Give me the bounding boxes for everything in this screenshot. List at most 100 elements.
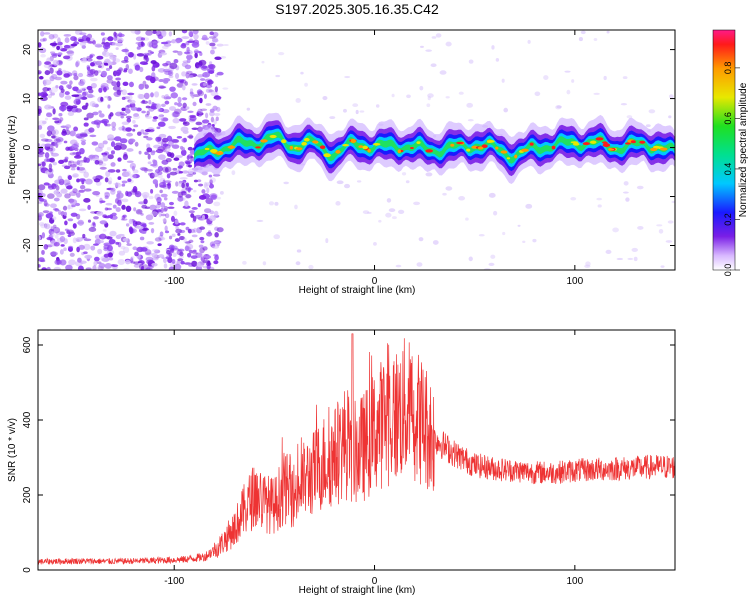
noise-speck [140, 129, 145, 134]
faint-speck [295, 261, 301, 266]
noise-speck [64, 158, 69, 163]
faint-speck [352, 103, 359, 108]
noise-speck [167, 183, 171, 186]
noise-speck [38, 154, 44, 158]
noise-speck [80, 139, 87, 142]
noise-speck [158, 85, 165, 89]
noise-speck [134, 30, 141, 35]
colorbar-frame [712, 29, 736, 271]
noise-speck [145, 57, 149, 62]
noise-speck [209, 210, 215, 215]
noise-speck [85, 37, 91, 42]
noise-speck [117, 199, 122, 207]
noise-speck [83, 198, 91, 203]
noise-speck [83, 117, 89, 121]
noise-speck [163, 80, 169, 84]
noise-speck [132, 119, 136, 124]
noise-speck [207, 80, 214, 85]
noise-speck [63, 34, 72, 37]
ridge-hotspot [260, 139, 268, 143]
noise-speck [202, 82, 208, 87]
faint-speck [391, 216, 397, 220]
noise-speck [85, 178, 93, 185]
noise-speck [58, 159, 65, 165]
noise-speck [179, 251, 184, 257]
noise-speck [93, 119, 102, 125]
noise-speck [182, 130, 189, 134]
faint-speck [445, 96, 450, 99]
noise-speck [112, 42, 117, 46]
snr-ytick-label: 600 [22, 336, 33, 353]
noise-speck [209, 215, 217, 222]
noise-speck [212, 38, 219, 43]
noise-speck [64, 95, 72, 100]
noise-speck [191, 127, 199, 130]
ridge-hotspot [521, 148, 529, 152]
snr-series-line [38, 333, 675, 566]
noise-speck [137, 93, 143, 99]
noise-speck [75, 237, 83, 242]
noise-speck [134, 251, 139, 257]
noise-speck [163, 208, 168, 212]
noise-speck [105, 170, 111, 177]
noise-speck [181, 84, 186, 91]
noise-speck [180, 188, 188, 195]
noise-speck [104, 195, 109, 200]
noise-speck [103, 62, 109, 66]
noise-speck [104, 123, 108, 127]
noise-speck [59, 231, 66, 236]
noise-speck [46, 148, 54, 152]
noise-speck [213, 95, 222, 100]
noise-speck [131, 188, 138, 193]
faint-speck [216, 196, 222, 200]
noise-speck [117, 32, 123, 38]
noise-speck [125, 127, 132, 132]
noise-speck [49, 203, 57, 209]
ridge-hotspot [397, 149, 402, 154]
noise-speck [214, 226, 220, 231]
faint-speck [439, 70, 447, 75]
noise-speck [48, 228, 55, 235]
noise-speck [83, 243, 91, 251]
faint-speck [362, 210, 370, 215]
noise-speck [179, 222, 186, 226]
faint-speck [458, 196, 466, 201]
noise-speck [170, 152, 175, 159]
noise-speck [83, 122, 89, 127]
noise-speck [166, 135, 173, 142]
noise-speck [98, 87, 103, 93]
noise-speck [103, 253, 110, 258]
noise-speck [215, 96, 222, 101]
noise-speck [122, 153, 129, 161]
noise-speck [82, 91, 89, 96]
noise-speck [38, 257, 45, 262]
noise-speck [100, 32, 105, 36]
noise-speck [69, 130, 76, 137]
faint-speck [336, 180, 344, 185]
noise-speck [190, 255, 198, 259]
noise-speck [52, 59, 59, 66]
noise-speck [140, 247, 148, 252]
noise-speck [181, 71, 187, 77]
noise-speck [156, 103, 162, 110]
noise-speck [126, 132, 133, 137]
noise-speck [199, 236, 205, 241]
noise-speck [191, 83, 198, 86]
noise-speck [177, 191, 184, 198]
noise-speck [75, 61, 79, 68]
noise-speck [71, 94, 80, 98]
noise-speck [129, 227, 134, 235]
noise-speck [115, 42, 123, 47]
noise-speck [157, 114, 164, 121]
faint-speck [308, 264, 314, 270]
noise-speck [71, 144, 80, 149]
noise-speck [93, 260, 98, 267]
noise-speck [162, 63, 169, 67]
faint-speck [426, 103, 431, 108]
ridge-inner [194, 128, 675, 168]
faint-speck [223, 44, 229, 47]
faint-speck [401, 172, 407, 176]
noise-speck [157, 174, 163, 179]
noise-speck [76, 213, 81, 220]
noise-speck [169, 62, 178, 69]
